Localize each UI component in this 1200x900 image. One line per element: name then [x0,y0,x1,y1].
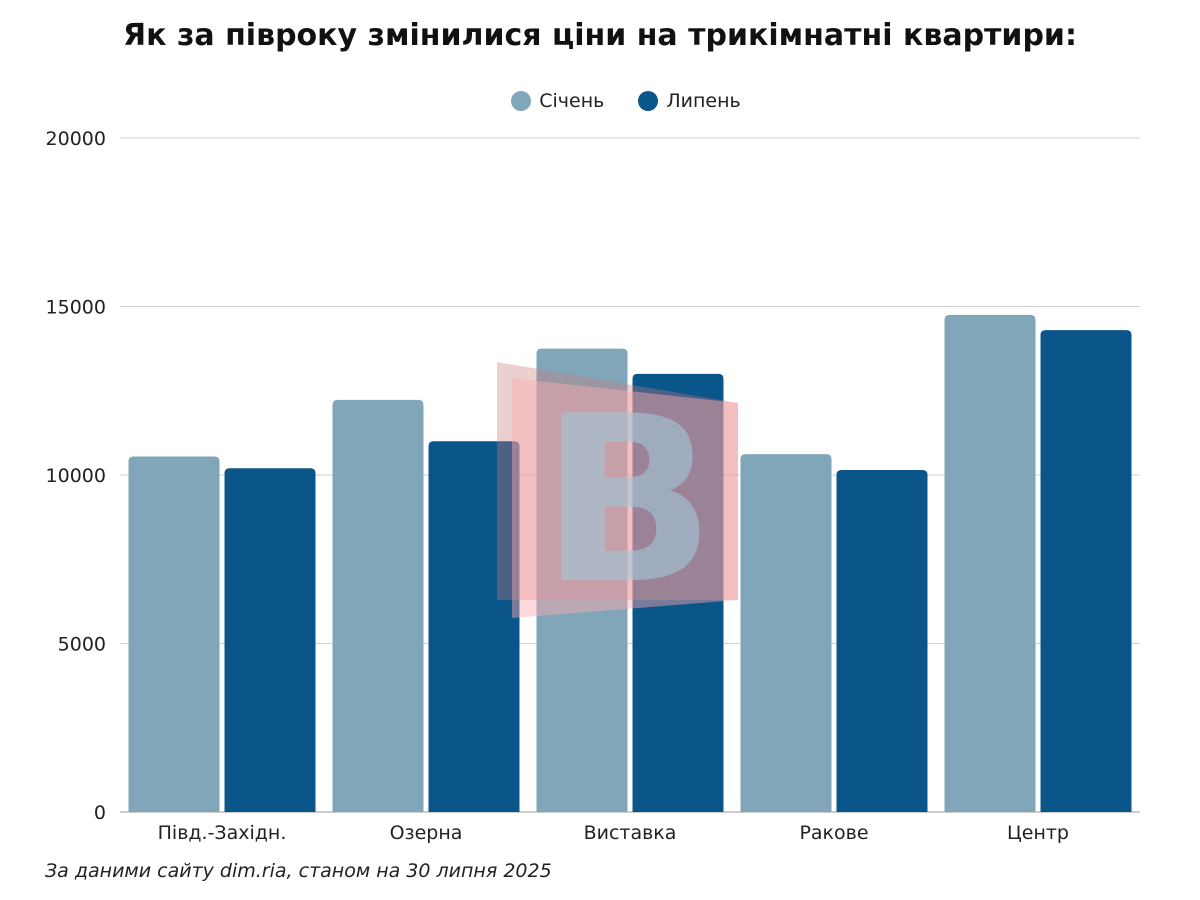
x-tick-label: Ракове [799,822,868,844]
x-tick-label: Озерна [390,822,463,844]
watermark-logo-letter: В [540,368,715,635]
y-tick-label: 5000 [58,634,106,656]
bar-january [536,348,628,812]
legend: Січень Липень [0,90,1200,112]
bar-january [944,314,1036,812]
legend-item-july: Липень [638,90,741,112]
bar-january [128,456,220,812]
source-note: За даними сайту dim.ria, станом на 30 ли… [45,860,552,882]
legend-swatch-january [511,91,532,111]
bar-july [428,441,520,812]
bar-july [836,469,928,812]
bar-july [1040,330,1132,812]
y-tick-label: 20000 [46,128,106,150]
y-tick-label: 15000 [46,297,106,319]
watermark-logo-back [497,362,738,600]
chart-title: Як за півроку змінилися ціни на трикімна… [123,18,1077,53]
bar-july [632,373,724,812]
x-tick-label: Виставка [584,822,677,844]
bar-july [224,468,316,812]
bar-january [740,454,832,812]
x-tick-label: Центр [1007,822,1069,844]
legend-item-january: Січень [511,90,604,112]
bar-january [332,399,424,812]
legend-swatch-july [638,91,659,111]
watermark-logo-front [512,378,738,618]
x-tick-label: Півд.-Західн. [158,822,287,844]
legend-label-july: Липень [666,90,741,112]
legend-label-january: Січень [539,90,605,112]
y-tick-label: 10000 [46,465,106,487]
y-tick-label: 0 [94,802,106,824]
